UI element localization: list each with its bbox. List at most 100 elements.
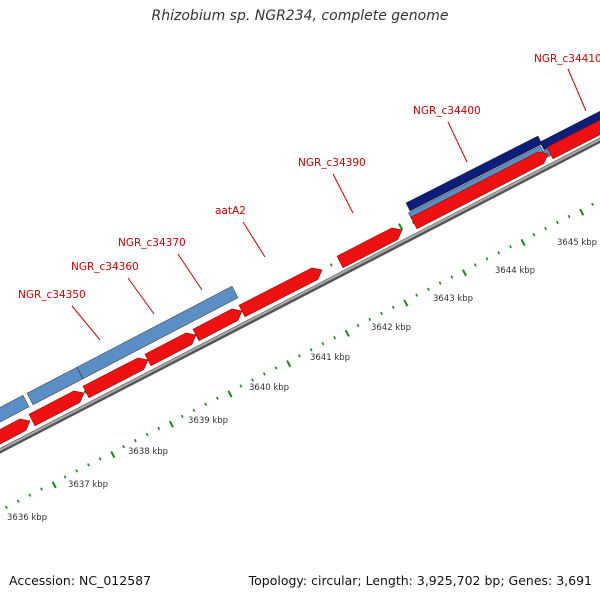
minor-tick (426, 287, 430, 291)
reverse-cds-arrow (410, 151, 549, 230)
minor-tick (215, 396, 219, 400)
major-tick (51, 481, 57, 489)
kbp-label: 3637 kbp (68, 480, 108, 490)
major-tick (344, 329, 350, 337)
kbp-label: 3641 kbp (310, 353, 350, 363)
minor-tick (145, 432, 149, 437)
gene-leader-line (242, 221, 266, 258)
minor-tick (98, 457, 102, 461)
minor-tick (485, 257, 489, 261)
minor-tick (567, 214, 571, 219)
backbone-highlight (0, 138, 600, 451)
inner-tick-line (5, 202, 594, 509)
gene-label[interactable]: NGR_c34370 (118, 237, 186, 249)
kbp-label: 3645 kbp (557, 238, 597, 248)
gene-leader-line (177, 253, 203, 291)
kbp-label: 3640 kbp (249, 383, 289, 393)
major-tick (579, 208, 585, 216)
minor-tick (329, 263, 333, 267)
gene-leader-line (71, 305, 101, 341)
major-tick (110, 450, 116, 459)
gene-label[interactable]: NGR_c34350 (18, 289, 86, 301)
minor-tick (83, 390, 87, 394)
minor-tick (450, 275, 454, 279)
minor-tick (333, 335, 337, 340)
minor-tick (5, 505, 8, 509)
minor-tick (497, 251, 501, 255)
minor-tick (532, 232, 536, 237)
minor-tick (40, 487, 43, 491)
minor-tick (251, 378, 254, 382)
minor-tick (356, 323, 360, 328)
minor-tick (473, 263, 477, 267)
gene-label[interactable]: aatA2 (215, 205, 246, 217)
major-tick (398, 223, 404, 231)
kbp-label: 3639 kbp (188, 416, 228, 426)
minor-tick (298, 354, 301, 358)
minor-tick (391, 305, 395, 310)
major-tick (227, 390, 233, 398)
reverse-cds-arrow (28, 390, 85, 427)
minor-tick (544, 226, 548, 231)
minor-tick (321, 341, 325, 346)
reverse-cds-arrow (336, 227, 403, 269)
minor-tick (509, 245, 512, 249)
gene-labels: NGR_c34350 NGR_c34360 NGR_c34370 aatA2 NGR_c… (18, 53, 600, 341)
minor-tick (122, 444, 126, 449)
minor-tick (368, 317, 372, 322)
gene-label[interactable]: NGR_c34390 (298, 157, 366, 169)
kbp-axis-labels: 3636 kbp 3637 kbp 3638 kbp 3639 kbp 3640 kbp… (7, 238, 597, 523)
minor-tick (204, 402, 208, 406)
forward-cds-bar (0, 394, 30, 423)
minor-tick (87, 463, 90, 467)
forward-gene-bar (405, 135, 543, 212)
kbp-label: 3643 kbp (433, 294, 473, 304)
gene-leader-line (447, 121, 468, 163)
gene-leader-line (332, 173, 354, 214)
minor-tick (75, 469, 79, 473)
major-tick (461, 269, 467, 277)
gene-features (0, 110, 600, 445)
minor-tick (157, 426, 161, 431)
minor-tick (555, 220, 559, 225)
genome-summary-text: Topology: circular; Length: 3,925,702 bp… (248, 573, 592, 588)
kbp-label: 3642 kbp (371, 323, 411, 333)
minor-tick (192, 408, 196, 413)
genome-backbone (0, 137, 600, 454)
major-tick (403, 299, 409, 307)
minor-tick (438, 281, 442, 285)
kbp-label: 3636 kbp (7, 513, 47, 523)
minor-tick (274, 366, 278, 370)
gene-leader-line (567, 68, 587, 112)
minor-tick (28, 493, 32, 497)
forward-cds-bar (76, 285, 239, 380)
reverse-cds-arrow (82, 357, 149, 399)
minor-tick (63, 475, 67, 479)
reverse-cds-arrow (144, 332, 197, 367)
tick-marks (1, 142, 594, 509)
minor-tick (262, 372, 266, 376)
minor-tick (239, 384, 243, 388)
major-tick (168, 420, 174, 428)
kbp-label: 3638 kbp (128, 447, 168, 457)
kbp-label: 3644 kbp (495, 266, 535, 276)
gene-label[interactable]: NGR_c34400 (413, 105, 481, 117)
reverse-cds-arrow (546, 119, 600, 160)
minor-tick (415, 293, 419, 297)
accession-text: Accession: NC_012587 (9, 573, 152, 588)
minor-tick (180, 414, 184, 419)
minor-tick (16, 499, 20, 503)
minor-tick (309, 348, 313, 352)
major-tick (286, 360, 292, 368)
gene-leader-line (127, 277, 155, 315)
gene-label[interactable]: NGR_c34410 (534, 53, 600, 65)
minor-tick (380, 311, 383, 316)
reverse-cds-arrow (192, 308, 243, 342)
gene-label[interactable]: NGR_c34360 (71, 261, 139, 273)
minor-tick (133, 438, 137, 443)
minor-tick (411, 220, 415, 225)
map-title: Rhizobium sp. NGR234, complete genome (151, 8, 449, 24)
reverse-cds-arrow (238, 267, 323, 318)
minor-tick (591, 202, 594, 207)
